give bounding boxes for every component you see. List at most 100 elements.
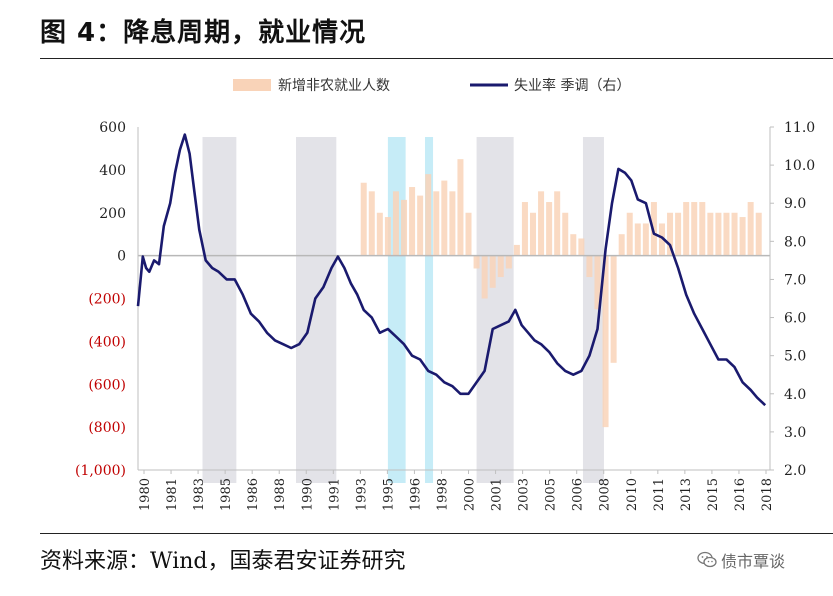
payroll-bar — [465, 212, 472, 256]
x-tick-label: 2016 — [733, 478, 748, 511]
right-tick-label: 8.0 — [784, 234, 806, 250]
payroll-bar — [618, 234, 625, 256]
payroll-bar — [570, 234, 577, 256]
payroll-bar — [658, 223, 665, 256]
payroll-bar — [505, 255, 512, 269]
x-tick-label: 1983 — [192, 478, 207, 511]
legend-line-label: 失业率 季调（右） — [514, 77, 630, 94]
payroll-bar — [425, 174, 432, 256]
shaded-period-3 — [424, 137, 434, 483]
wechat-icon — [697, 551, 717, 568]
payroll-bar — [513, 244, 520, 256]
legend: 新增非农就业人数 失业率 季调（右） — [233, 77, 630, 94]
x-tick-label: 2001 — [490, 478, 505, 511]
payroll-bar — [707, 212, 714, 256]
left-tick-label: (600) — [88, 377, 126, 393]
x-tick-label: 1995 — [381, 478, 396, 511]
payroll-bar — [409, 187, 416, 256]
shaded-period-0 — [202, 137, 237, 483]
x-tick-label: 1980 — [138, 478, 153, 511]
payroll-bar — [384, 217, 391, 256]
payroll-bar — [457, 159, 464, 256]
payroll-bar — [481, 255, 488, 299]
shaded-period-5 — [582, 137, 604, 483]
x-tick-label: 2006 — [571, 478, 586, 511]
x-tick-label: 2000 — [463, 478, 478, 511]
x-tick-label: 1998 — [435, 478, 450, 511]
left-tick-label: 0 — [117, 249, 126, 265]
payroll-bar — [473, 255, 480, 269]
payroll-bar — [562, 212, 569, 256]
watermark: 债市覃谈 — [697, 548, 785, 572]
payroll-bar — [521, 202, 528, 256]
figure-title: 图 4：降息周期，就业情况 — [40, 18, 367, 48]
payroll-bar — [441, 180, 448, 256]
x-tick-label: 1985 — [219, 478, 234, 511]
payroll-bar — [497, 255, 504, 278]
payroll-bar — [691, 202, 698, 256]
x-tick-label: 1981 — [165, 478, 180, 511]
unemployment-line — [136, 133, 767, 407]
payroll-bar — [449, 191, 456, 256]
payroll-bar — [755, 212, 762, 256]
right-tick-label: 9.0 — [784, 196, 806, 212]
right-tick-label: 5.0 — [784, 349, 806, 365]
x-tick-label: 2018 — [760, 478, 775, 511]
payroll-bar — [554, 191, 561, 256]
right-tick-label: 7.0 — [784, 272, 806, 288]
shaded-period-1 — [296, 137, 337, 483]
payroll-bar — [747, 202, 754, 256]
right-tick-label: 2.0 — [784, 463, 806, 479]
x-tick-label: 1993 — [354, 478, 369, 511]
x-tick-label: 1990 — [300, 478, 315, 511]
left-tick-label: 600 — [99, 120, 126, 136]
payroll-bar — [546, 202, 553, 256]
watermark-text: 债市覃谈 — [721, 552, 786, 571]
left-tick-label: 200 — [99, 206, 126, 222]
payroll-bar — [642, 223, 649, 256]
x-tick-label: 1986 — [246, 478, 261, 511]
payroll-bar — [530, 212, 536, 256]
right-tick-label: 11.0 — [784, 120, 815, 136]
left-tick-label: (400) — [88, 334, 126, 350]
right-tick-label: 3.0 — [784, 425, 806, 441]
legend-bars-label: 新增非农就业人数 — [278, 78, 390, 94]
payroll-bar — [610, 255, 617, 363]
payroll-bar — [602, 255, 609, 428]
source-note: 资料来源：Wind，国泰君安证券研究 — [40, 549, 406, 574]
x-tick-label: 2003 — [517, 478, 532, 511]
payroll-bar — [731, 212, 738, 256]
payroll-bar — [417, 195, 424, 256]
payroll-bar — [723, 212, 730, 256]
x-tick-label: 2005 — [544, 478, 559, 511]
right-tick-label: 6.0 — [784, 311, 806, 327]
x-tick-label: 2008 — [598, 478, 613, 511]
payroll-bar — [739, 217, 746, 256]
right-tick-label: 10.0 — [784, 158, 815, 174]
left-tick-label: 400 — [99, 163, 126, 179]
x-tick-label: 2010 — [625, 478, 640, 511]
shaded-period-2 — [387, 137, 406, 483]
left-tick-label: (200) — [88, 292, 126, 308]
x-tick-label: 2013 — [679, 478, 694, 511]
payroll-bar — [392, 191, 399, 256]
source-rule — [40, 533, 833, 534]
payroll-bar — [433, 191, 440, 256]
payroll-bar — [683, 202, 690, 256]
shaded-period-4 — [476, 137, 514, 483]
x-tick-label: 1991 — [327, 478, 342, 511]
title-rule — [40, 58, 833, 59]
payroll-bar — [675, 212, 682, 256]
x-tick-label: 2011 — [652, 478, 667, 511]
left-tick-label: (1,000) — [75, 463, 126, 479]
payroll-bar — [715, 212, 722, 256]
payroll-bar — [699, 202, 706, 256]
payroll-bar — [401, 199, 408, 256]
right-tick-label: 4.0 — [784, 387, 806, 403]
x-tick-label: 1988 — [273, 478, 288, 511]
x-tick-label: 2015 — [706, 478, 721, 511]
payroll-bar — [538, 191, 545, 256]
payroll-bar — [376, 212, 383, 256]
